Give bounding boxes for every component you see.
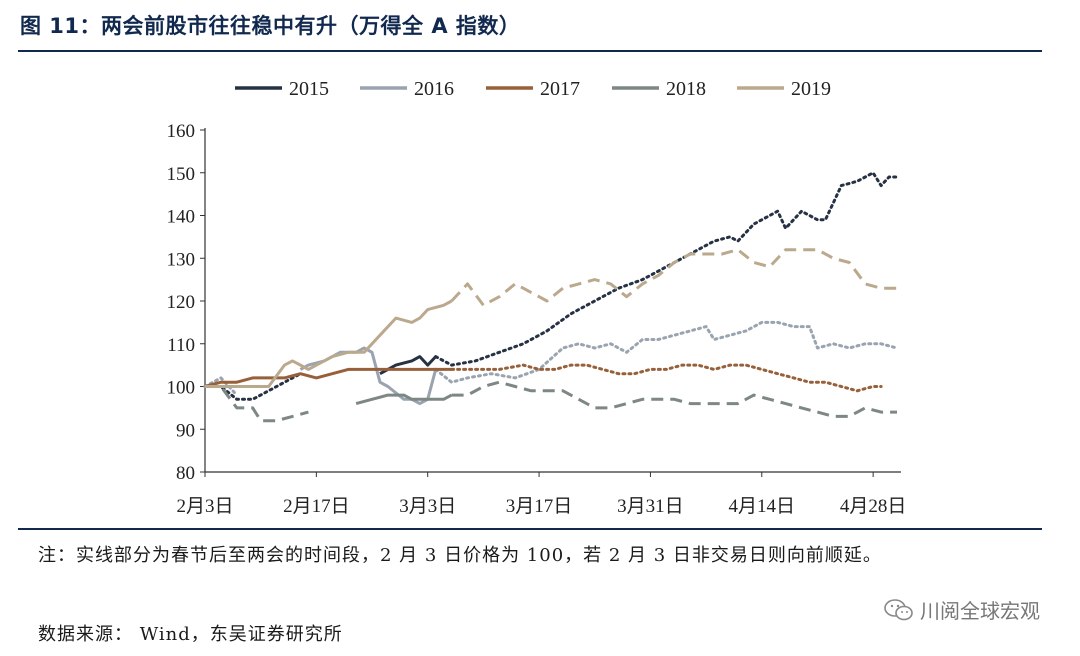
series-line-2015-solid [379, 355, 437, 376]
chart-legend: 2015 2016 2017 2018 2019 [235, 78, 831, 100]
series-2015 [203, 171, 899, 401]
x-tick-label: 2月17日 [283, 496, 350, 517]
series-line-2018-solid [355, 393, 453, 406]
line-chart: 2015 2016 2017 2018 2019 80 90 100 110 120 130 140… [167, 78, 907, 517]
x-tick-label: 4月28日 [840, 496, 907, 517]
y-tick-label: 90 [176, 420, 195, 441]
watermark: 川阅全球宏观 [884, 595, 1040, 624]
series-line-2017-dotted [450, 363, 883, 393]
footer-rule [18, 528, 1042, 530]
series-2017 [204, 363, 883, 393]
legend-label: 2018 [666, 78, 706, 100]
series-line-2018-dashed [205, 385, 309, 423]
legend-label: 2016 [414, 78, 454, 100]
series-line-2019-dashed [450, 248, 897, 307]
y-tick-label: 140 [167, 207, 196, 228]
series-2018 [205, 380, 897, 423]
legend-label: 2019 [791, 78, 831, 100]
y-tick-label: 120 [167, 292, 196, 313]
wechat-icon [884, 598, 913, 620]
series-line-2015-dotted [434, 171, 899, 367]
chart-axes: 80 90 100 110 120 130 140 150 160 2月3日 2月17日 3月3日 3月… [167, 121, 907, 517]
data-source: 数据来源： Wind，东吴证券研究所 [38, 624, 343, 645]
series-line-2019-solid [205, 299, 453, 388]
y-tick-label: 80 [176, 463, 195, 484]
legend-label: 2017 [540, 78, 580, 100]
y-tick-label: 130 [167, 249, 196, 270]
figure-title: 图 11：两会前股市往往稳中有升（万得全 A 指数） [20, 14, 521, 38]
series-line-2016-dotted [434, 320, 899, 384]
series-line-2018-dashed [451, 380, 897, 418]
x-tick-label: 3月17日 [506, 496, 573, 517]
x-tick-label: 3月31日 [617, 496, 684, 517]
series-line-2017-solid [204, 367, 452, 388]
series-2019 [205, 248, 897, 388]
y-tick-label: 160 [167, 121, 196, 142]
legend-label: 2015 [289, 78, 329, 100]
chart-series [203, 171, 899, 423]
y-tick-label: 150 [167, 164, 196, 185]
y-tick-label: 110 [167, 335, 195, 356]
title-rule [18, 50, 1042, 52]
chart-note: 注：实线部分为春节后至两会的时间段，2 月 3 日价格为 100，若 2 月 3… [38, 545, 882, 566]
x-tick-label: 4月14日 [729, 496, 796, 517]
watermark-text: 川阅全球宏观 [920, 599, 1040, 623]
y-tick-label: 100 [167, 378, 196, 399]
x-tick-label: 3月3日 [399, 496, 456, 517]
x-tick-label: 2月3日 [176, 496, 233, 517]
